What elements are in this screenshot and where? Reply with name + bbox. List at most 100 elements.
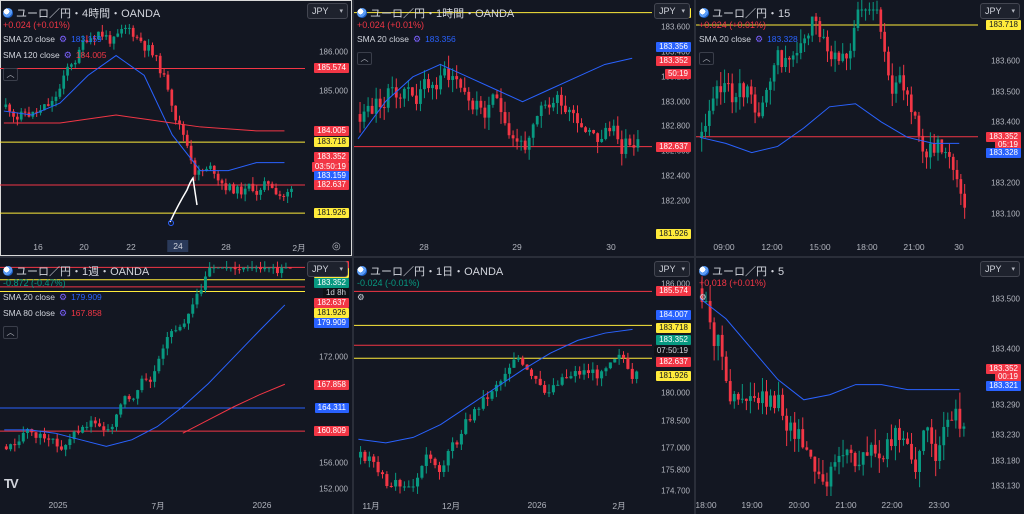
indicator-settings-icon[interactable]: ⚙ bbox=[357, 292, 365, 302]
price-chart-canvas[interactable] bbox=[354, 258, 652, 496]
price-axis-label: 183.400 bbox=[991, 117, 1020, 127]
collapse-legend-button[interactable]: ︿ bbox=[3, 68, 18, 81]
price-chart-canvas[interactable] bbox=[696, 0, 978, 238]
candle-body bbox=[72, 431, 76, 440]
candle-body bbox=[857, 464, 861, 467]
price-chart-canvas[interactable] bbox=[354, 0, 652, 238]
candle-body bbox=[845, 53, 848, 59]
candle-body bbox=[914, 459, 917, 473]
chart-symbol-title[interactable]: ユーロ／円・4時間・OANDA bbox=[3, 5, 160, 21]
candle-body bbox=[46, 104, 50, 106]
time-axis-label: 12月 bbox=[442, 501, 460, 511]
currency-selector[interactable]: JPY ▾ bbox=[654, 261, 690, 277]
candle-body bbox=[21, 432, 25, 442]
candle-body bbox=[104, 35, 108, 37]
time-axis-label: 22 bbox=[126, 242, 136, 252]
candle-body bbox=[547, 392, 551, 394]
price-axis-label: 174.700 bbox=[661, 486, 690, 495]
candle-body bbox=[946, 419, 950, 427]
candle-body bbox=[746, 86, 749, 98]
candle-body bbox=[555, 94, 559, 103]
candle-body bbox=[940, 139, 944, 153]
time-axis-label: 20 bbox=[79, 242, 89, 252]
candle-body bbox=[704, 300, 708, 303]
currency-selector[interactable]: JPY ▾ bbox=[980, 3, 1020, 19]
candle-body bbox=[50, 100, 54, 106]
chart-panel-3[interactable]: 183.600183.500183.400183.300183.200183.1… bbox=[696, 0, 1024, 256]
chart-symbol-title[interactable]: ユーロ／円・1時間・OANDA bbox=[357, 5, 514, 21]
drawing-anchor[interactable] bbox=[168, 220, 174, 226]
indicator-settings-icon[interactable]: ⚙ bbox=[58, 292, 68, 302]
chart-symbol-title[interactable]: ユーロ／円・5 bbox=[699, 263, 784, 279]
collapse-legend-button[interactable]: ︿ bbox=[699, 52, 714, 65]
candle-body bbox=[772, 65, 776, 82]
price-chart-canvas[interactable] bbox=[0, 0, 305, 238]
price-tag: 167.858 bbox=[314, 379, 349, 390]
currency-label: JPY bbox=[659, 6, 676, 16]
candle-body bbox=[203, 276, 207, 290]
chart-symbol-title[interactable]: ユーロ／円・15 bbox=[699, 5, 790, 21]
collapse-legend-button[interactable]: ︿ bbox=[3, 326, 18, 339]
candle-body bbox=[495, 94, 499, 99]
candle-body bbox=[394, 480, 398, 487]
price-axis-label: 183.130 bbox=[991, 481, 1020, 491]
currency-selector[interactable]: JPY ▾ bbox=[654, 3, 690, 19]
price-axis[interactable]: 183.550183.500183.400183.290183.230183.1… bbox=[978, 258, 1024, 514]
indicator-value: 183.328 bbox=[767, 34, 798, 44]
indicator-legend[interactable]: SMA 20 close ⚙ 183.159 bbox=[3, 34, 102, 45]
chart-symbol-title[interactable]: ユーロ／円・1日・OANDA bbox=[357, 263, 503, 279]
price-axis[interactable]: 186.000 180.000 178.500 177.000 175.800 174.7… bbox=[652, 258, 694, 514]
candle-body bbox=[576, 113, 579, 124]
indicator-legend[interactable]: SMA 20 close ⚙ 183.328 bbox=[699, 34, 798, 45]
price-chart-canvas[interactable] bbox=[0, 258, 305, 496]
indicator-settings-icon[interactable]: ⚙ bbox=[754, 34, 764, 44]
indicator-settings-icon[interactable]: ⚙ bbox=[412, 34, 422, 44]
candle-body bbox=[954, 408, 958, 421]
indicator-settings-icon[interactable]: ⚙ bbox=[58, 308, 68, 318]
price-tag: 183.352 bbox=[656, 335, 691, 346]
price-chart-canvas[interactable] bbox=[696, 258, 978, 496]
pen-drawing[interactable] bbox=[169, 176, 198, 223]
tradingview-logo-icon[interactable]: TV bbox=[4, 476, 19, 491]
chart-symbol-title[interactable]: ユーロ／円・1週・OANDA bbox=[3, 263, 149, 279]
currency-selector[interactable]: JPY ▾ bbox=[980, 261, 1020, 277]
candle-body bbox=[822, 36, 825, 38]
indicator-settings-icon[interactable]: ⚙ bbox=[58, 34, 68, 44]
price-axis-label: 183.230 bbox=[991, 430, 1020, 440]
chart-panel-1[interactable]: 186.000 185.000 185.574 184.005 183.718 183.3… bbox=[0, 0, 352, 256]
indicator-settings-icon[interactable]: ⚙ bbox=[699, 292, 707, 302]
chart-panel-5[interactable]: 186.000 180.000 178.500 177.000 175.800 174.7… bbox=[354, 258, 694, 514]
chart-settings-icon[interactable]: ◎ bbox=[332, 241, 341, 252]
indicator-legend[interactable]: SMA 120 close ⚙ 184.005 bbox=[3, 50, 107, 61]
currency-selector[interactable]: JPY ▾ bbox=[307, 3, 348, 19]
time-axis-label: 11月 bbox=[362, 501, 380, 511]
indicator-legend[interactable]: SMA 20 close ⚙ 183.356 bbox=[357, 34, 456, 45]
time-axis-label: 7月 bbox=[151, 501, 165, 511]
price-axis[interactable]: 172.000164.000156.000152.000185.574183.7… bbox=[305, 258, 352, 514]
chart-panel-2[interactable]: 183.600183.400183.200183.000182.800182.6… bbox=[354, 0, 694, 256]
candle-body bbox=[921, 135, 925, 152]
price-axis[interactable]: 183.600183.400183.200183.000182.800182.6… bbox=[652, 0, 694, 256]
symbol-title-text: ユーロ／円・5 bbox=[712, 266, 785, 278]
price-axis[interactable]: 186.000 185.000 185.574 184.005 183.718 183.3… bbox=[305, 0, 352, 256]
price-axis-label: 183.290 bbox=[991, 400, 1020, 410]
time-axis-label: 16 bbox=[33, 242, 43, 252]
candle-body bbox=[727, 83, 730, 85]
price-change: +0.024 (+0.01%) bbox=[357, 20, 425, 30]
currency-selector[interactable]: JPY ▾ bbox=[307, 261, 348, 277]
chart-panel-6[interactable]: 183.550183.500183.400183.290183.230183.1… bbox=[696, 258, 1024, 514]
candle-body bbox=[366, 105, 370, 112]
indicator-settings-icon[interactable]: ⚙ bbox=[63, 50, 72, 60]
indicator-legend[interactable]: SMA 20 close ⚙ 179.909 bbox=[3, 292, 102, 303]
candle-body bbox=[246, 267, 250, 269]
indicator-legend[interactable]: SMA 80 close ⚙ 167.858 bbox=[3, 308, 102, 319]
chart-panel-4[interactable]: 172.000164.000156.000152.000185.574183.7… bbox=[0, 258, 352, 514]
price-tag: 183.159 bbox=[314, 171, 349, 182]
candle-body bbox=[147, 45, 150, 51]
sma-line bbox=[4, 304, 286, 447]
price-axis[interactable]: 183.600183.500183.400183.300183.200183.1… bbox=[978, 0, 1024, 256]
price-axis-label: 183.600 bbox=[991, 56, 1020, 66]
collapse-legend-button[interactable]: ︿ bbox=[357, 52, 372, 65]
price-axis-label: 183.000 bbox=[661, 97, 690, 107]
candle-body bbox=[578, 371, 582, 375]
